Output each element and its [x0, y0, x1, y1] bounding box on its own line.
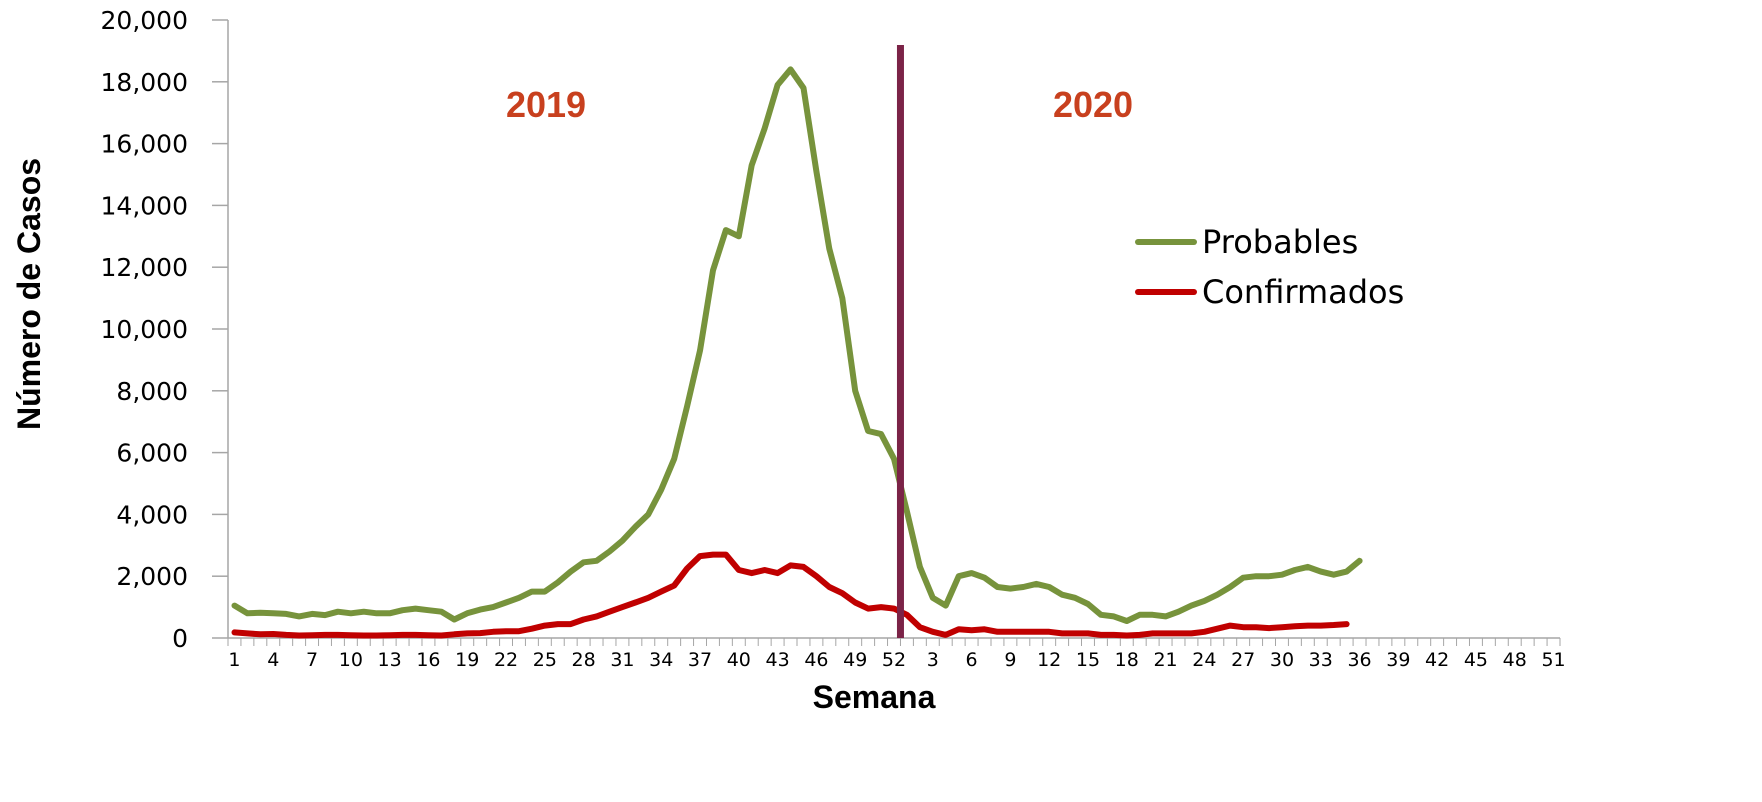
- x-tick-label: 33: [1309, 649, 1333, 671]
- y-tick-label: 12,000: [101, 253, 188, 282]
- x-tick-label: 7: [306, 649, 318, 671]
- y-tick-label: 18,000: [101, 68, 188, 97]
- y-tick-label: 16,000: [101, 130, 188, 159]
- y-tick-label: 0: [172, 624, 188, 653]
- x-tick-label: 19: [455, 649, 479, 671]
- x-tick-label: 36: [1347, 649, 1371, 671]
- y-tick-label: 20,000: [101, 6, 188, 35]
- y-tick-label: 4,000: [116, 500, 188, 529]
- x-tick-label: 10: [339, 649, 363, 671]
- x-tick-label: 12: [1037, 649, 1061, 671]
- x-tick-label: 28: [572, 649, 596, 671]
- y-tick-label: 14,000: [101, 191, 188, 220]
- x-tick-label: 25: [533, 649, 557, 671]
- y-axis-title: Número de Casos: [11, 158, 47, 430]
- year-label-2020: 2020: [1053, 84, 1133, 125]
- x-tick-label: 22: [494, 649, 518, 671]
- x-axis-title: Semana: [813, 679, 936, 715]
- x-tick-label: 18: [1115, 649, 1139, 671]
- x-tick-label: 4: [267, 649, 279, 671]
- x-tick-label: 43: [766, 649, 790, 671]
- y-tick-label: 6,000: [116, 439, 188, 468]
- legend: Probables Confirmados: [1135, 223, 1404, 311]
- y-axis: 0 2,000 4,000 6,000 8,000 10,000 12,000 14,000 1…: [101, 6, 229, 653]
- x-tick-label: 40: [727, 649, 751, 671]
- x-tick-label: 31: [610, 649, 634, 671]
- x-tick-label: 34: [649, 649, 673, 671]
- x-tick-label: 42: [1425, 649, 1449, 671]
- x-tick-label: 13: [378, 649, 402, 671]
- y-tick-label: 2,000: [116, 562, 188, 591]
- series-line-confirmados: [231, 551, 1350, 639]
- x-tick-label: 52: [882, 649, 906, 671]
- series-line-probables: [231, 66, 1363, 624]
- x-axis: 1 4 7 10 13 16 19 22 25 28 31 34 37 40 43 46 49 52 3 6 9 12 15…: [227, 637, 1566, 671]
- x-tick-label: 21: [1153, 649, 1177, 671]
- x-tick-label: 49: [843, 649, 867, 671]
- legend-label-probables: Probables: [1202, 223, 1358, 261]
- x-tick-label: 9: [1004, 649, 1016, 671]
- x-tick-label: 6: [966, 649, 978, 671]
- x-tick-label: 48: [1503, 649, 1527, 671]
- x-tick-label: 24: [1192, 649, 1216, 671]
- series-layer: [231, 66, 1363, 639]
- x-tick-label: 45: [1464, 649, 1488, 671]
- y-tick-label: 10,000: [101, 315, 188, 344]
- x-tick-label: 39: [1386, 649, 1410, 671]
- x-tick-label: 16: [416, 649, 440, 671]
- x-tick-label: 3: [927, 649, 939, 671]
- y-tick-label: 8,000: [116, 377, 188, 406]
- x-tick-label: 1: [228, 649, 240, 671]
- legend-label-confirmados: Confirmados: [1202, 273, 1404, 311]
- x-tick-label: 27: [1231, 649, 1255, 671]
- x-tick-label: 46: [804, 649, 828, 671]
- year-label-2019: 2019: [506, 84, 586, 125]
- x-tick-label: 30: [1270, 649, 1294, 671]
- x-tick-label: 37: [688, 649, 712, 671]
- x-tick-label: 51: [1541, 649, 1565, 671]
- x-tick-label: 15: [1076, 649, 1100, 671]
